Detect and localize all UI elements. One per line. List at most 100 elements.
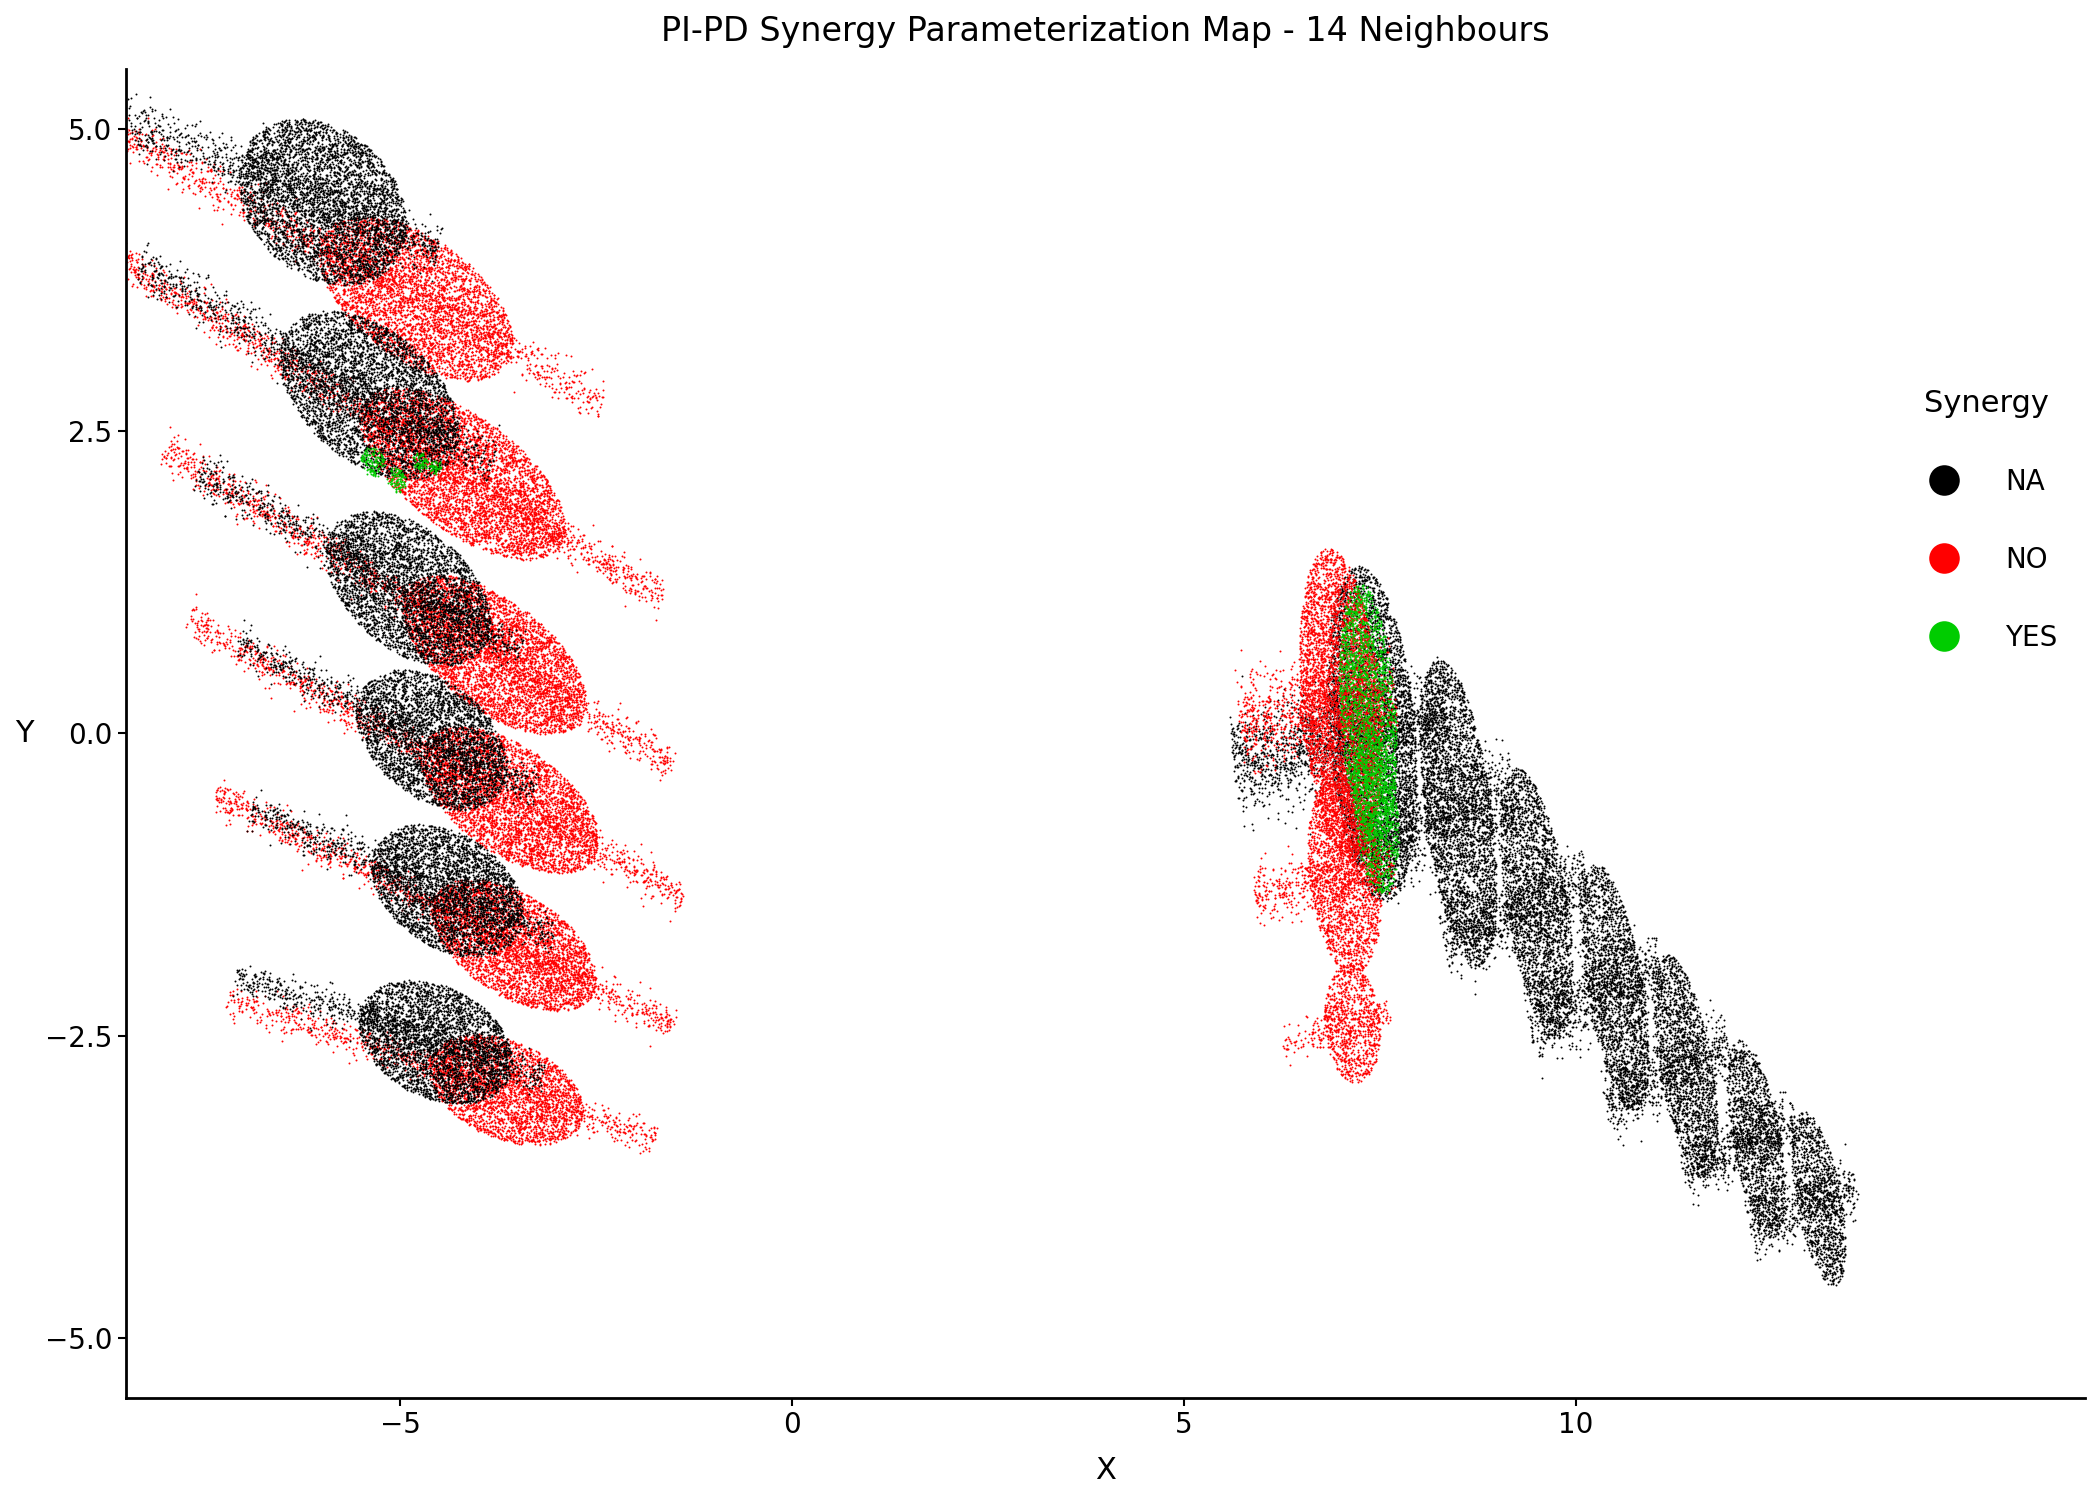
Point <box>422 909 456 933</box>
Point <box>439 468 472 492</box>
Point <box>407 1040 441 1064</box>
Point <box>382 824 416 848</box>
Point <box>344 1023 378 1047</box>
Point <box>397 243 430 267</box>
Point <box>1319 694 1352 718</box>
Point <box>521 682 554 706</box>
Point <box>1308 1013 1342 1036</box>
Point <box>353 398 386 422</box>
Point <box>355 357 388 381</box>
Point <box>334 170 367 194</box>
Point <box>1642 1013 1676 1036</box>
Point <box>338 550 372 574</box>
Point <box>304 237 338 261</box>
Point <box>420 612 454 636</box>
Point <box>1376 612 1409 636</box>
Point <box>561 682 594 706</box>
Point <box>397 584 430 608</box>
Point <box>1321 852 1355 876</box>
Point <box>447 510 481 534</box>
Point <box>1371 762 1405 786</box>
Point <box>491 986 525 1010</box>
Point <box>475 1042 508 1066</box>
Point <box>410 759 443 783</box>
Point <box>326 256 359 280</box>
Point <box>456 1068 489 1092</box>
Point <box>462 928 496 952</box>
Point <box>418 309 452 333</box>
Point <box>286 228 319 252</box>
Point <box>466 520 500 544</box>
Point <box>1390 712 1424 736</box>
Point <box>304 261 338 285</box>
Point <box>1688 1100 1722 1124</box>
Point <box>344 160 378 184</box>
Point <box>1235 778 1268 802</box>
Point <box>414 280 447 304</box>
Point <box>197 166 231 190</box>
Point <box>496 694 529 718</box>
Point <box>271 503 304 526</box>
Point <box>449 1050 483 1074</box>
Point <box>386 1028 420 1051</box>
Point <box>403 312 437 336</box>
Point <box>298 165 332 189</box>
Point <box>357 840 391 864</box>
Point <box>472 897 506 921</box>
Point <box>1420 700 1453 724</box>
Point <box>359 621 393 645</box>
Point <box>1791 1173 1825 1197</box>
Point <box>462 922 496 946</box>
Point <box>1621 1095 1655 1119</box>
Point <box>1373 802 1407 826</box>
Point <box>636 567 670 591</box>
Point <box>1327 780 1361 804</box>
Point <box>1365 759 1399 783</box>
Point <box>1588 1050 1621 1074</box>
Point <box>187 444 220 468</box>
Point <box>422 648 456 672</box>
Point <box>1468 900 1502 924</box>
Point <box>1751 1138 1785 1162</box>
Point <box>355 195 388 219</box>
Point <box>556 658 590 682</box>
Point <box>290 308 323 332</box>
Point <box>370 509 403 532</box>
Point <box>101 92 134 116</box>
Point <box>1827 1203 1861 1227</box>
Point <box>1344 572 1378 596</box>
Point <box>267 209 300 232</box>
Point <box>521 824 554 848</box>
Point <box>1539 885 1573 909</box>
Point <box>372 702 405 726</box>
Point <box>124 267 158 291</box>
Point <box>397 1008 430 1032</box>
Point <box>1354 871 1388 895</box>
Point <box>1621 996 1655 1020</box>
Point <box>315 378 349 402</box>
Point <box>1325 828 1359 852</box>
Point <box>424 276 458 300</box>
Point <box>445 630 479 654</box>
Point <box>1361 741 1394 765</box>
Point <box>433 1076 466 1100</box>
Point <box>294 1020 328 1044</box>
Point <box>452 924 485 948</box>
Point <box>464 638 498 662</box>
Point <box>410 873 443 897</box>
Point <box>449 888 483 912</box>
Point <box>1344 827 1378 850</box>
Point <box>1306 736 1340 760</box>
Point <box>1388 732 1422 756</box>
Point <box>410 456 443 480</box>
Point <box>1533 1000 1567 1024</box>
Point <box>374 460 407 484</box>
Point <box>460 433 493 457</box>
Point <box>1331 638 1365 662</box>
Point <box>1329 1002 1363 1026</box>
Point <box>323 148 357 172</box>
Point <box>1413 810 1447 834</box>
Point <box>384 348 418 372</box>
Point <box>370 226 403 251</box>
Point <box>1357 711 1390 735</box>
